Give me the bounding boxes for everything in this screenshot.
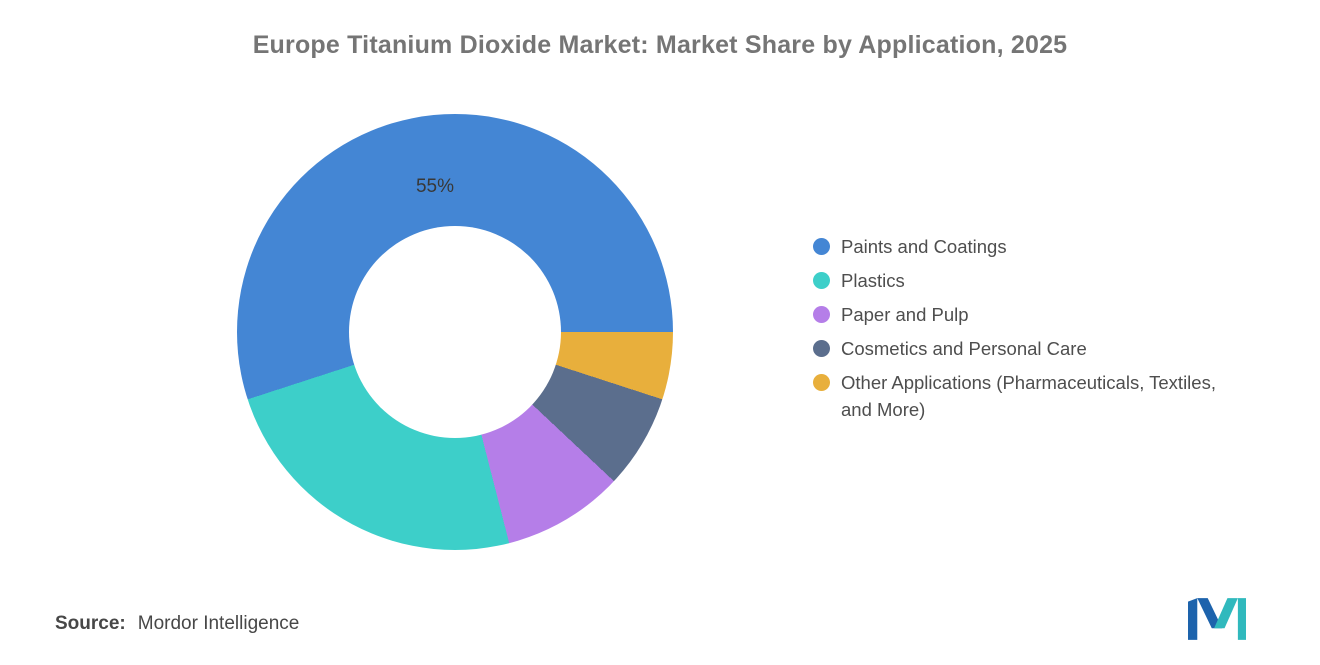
legend-label: Paper and Pulp: [841, 304, 969, 325]
legend-label: Cosmetics and Personal Care: [841, 338, 1087, 359]
legend-marker: [813, 374, 830, 391]
legend-marker: [813, 238, 830, 255]
legend-label: Plastics: [841, 270, 905, 291]
logo-right-bar: [1237, 598, 1246, 640]
logo-left-bar: [1188, 598, 1198, 640]
legend-item: Plastics: [813, 267, 1216, 294]
legend-marker: [813, 306, 830, 323]
legend-item: Paper and Pulp: [813, 301, 1216, 328]
legend-item: Other Applications (Pharmaceuticals, Tex…: [813, 369, 1216, 423]
legend-label: Paints and Coatings: [841, 236, 1007, 257]
source-text: Mordor Intelligence: [137, 613, 300, 634]
logo-right-diagonal: [1214, 598, 1238, 629]
legend: Paints and Coatings Plastics Paper and Pul…: [813, 233, 1216, 430]
chart-title: Europe Titanium Dioxide Market: Market S…: [252, 31, 1068, 59]
legend-marker: [813, 272, 830, 289]
legend-item: Cosmetics and Personal Care: [813, 335, 1216, 362]
donut-hole: [349, 226, 561, 438]
donut-chart: 55%: [237, 114, 673, 550]
legend-label: Other Applications (Pharmaceuticals, Tex…: [841, 372, 1216, 420]
source-label: Source:: [55, 613, 126, 634]
legend-item: Paints and Coatings: [813, 233, 1216, 260]
logo-left-diagonal: [1197, 598, 1223, 629]
legend-marker: [813, 340, 830, 357]
mordor-intelligence-logo: [1188, 598, 1246, 640]
logo-m-icon: [1188, 598, 1246, 640]
donut-data-label: 55%: [415, 176, 455, 197]
source-note: Source: Mordor Intelligence: [55, 613, 299, 635]
